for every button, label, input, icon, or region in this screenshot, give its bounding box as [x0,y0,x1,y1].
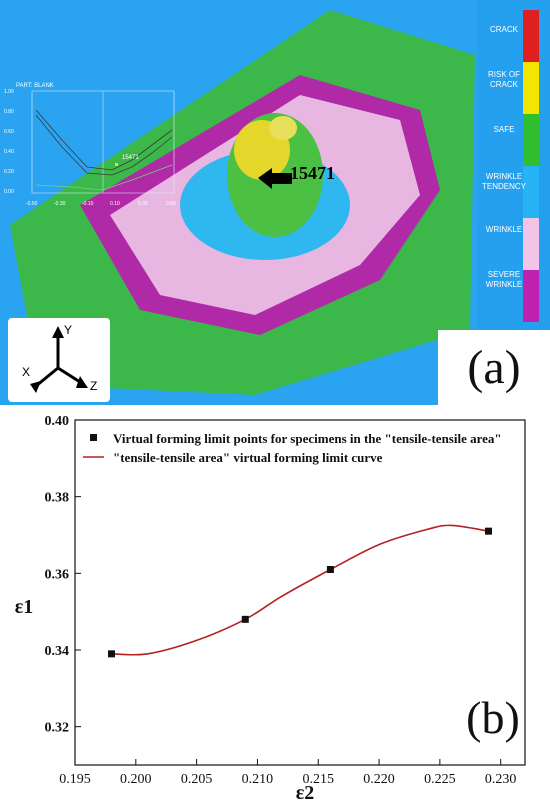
legend-label: CRACK [489,25,518,34]
legend-swatch [523,218,539,270]
data-point [485,527,493,535]
legend-swatch [523,166,539,218]
x-tick-label: 0.195 [59,772,91,787]
legend-label: WRINKLE TENDENCY [481,172,526,191]
legend-swatch [523,10,539,62]
x-tick-label: 0.205 [181,772,213,787]
flc-curve [111,524,489,656]
flc-chart: 0.195 0.200 0.205 0.210 0.215 0.220 0.225 0.230… [15,414,526,804]
inset-ytick-label: 0.00 [4,189,14,195]
inset-xtick-label: -0.50 [26,201,38,207]
inset-ytick-label: 1.00 [4,89,14,95]
callout-arrow [258,168,292,189]
legend-marker-points [90,434,97,441]
forming-simulation-panel: PART: BLANK 1.00 0.80 0.60 0.40 0.20 0.00 -0.… [0,0,550,405]
legend-label: SAFE [493,125,515,134]
data-point [241,615,249,623]
inset-ytick-label: 0.20 [4,169,14,175]
x-axis-label: ε2 [296,782,315,804]
legend-label: WRINKLE [485,225,523,234]
axis-z-label: Z [90,379,97,393]
inset-xtick-label: 0.30 [138,201,148,207]
inset-point-label: 15471 [122,155,139,161]
inset-title: PART: BLANK [16,83,54,89]
inset-xtick-label: 0.10 [110,201,120,207]
axes-orientation-icon: Y X Z [8,318,110,402]
y-tick-label: 0.36 [45,567,70,582]
x-tick-label: 0.230 [485,772,517,787]
inset-ytick-label: 0.40 [4,149,14,155]
inset-xtick-label: -0.10 [82,201,94,207]
x-tick-label: 0.200 [120,772,152,787]
data-point [107,650,115,658]
plot-frame [74,419,526,766]
x-tick-label: 0.210 [242,772,274,787]
y-tick-label: 0.40 [45,414,70,429]
y-axis-label: ε1 [15,596,34,618]
inset-ytick-label: 0.80 [4,109,14,115]
x-tick-label: 0.215 [302,772,334,787]
inset-flc-line [35,109,173,171]
legend-swatch [523,270,539,322]
panel-b-label: (b) [466,692,520,743]
legend-swatch [523,114,539,166]
axis-y-label: Y [64,323,72,337]
y-tick-label: 0.38 [45,491,70,506]
callout-label: 15471 [290,163,335,183]
x-tick-label: 0.225 [424,772,456,787]
legend-label-curve: "tensile-tensile area" virtual forming l… [113,450,383,465]
panel-a-label: (a) [438,330,550,405]
y-tick-label: 0.32 [45,721,70,736]
data-point [326,566,334,573]
y-tick-label: 0.34 [45,644,70,659]
inset-xtick-label: -0.30 [54,201,66,207]
legend-swatch [523,62,539,114]
flc-inset-plot: PART: BLANK 1.00 0.80 0.60 0.40 0.20 0.00 -0.… [4,83,176,207]
legend-label-points: Virtual forming limit points for specime… [113,431,502,446]
x-tick-label: 0.220 [363,772,395,787]
blank-contour-plot [10,10,475,395]
inset-point [115,163,118,166]
inset-ytick-label: 0.60 [4,129,14,135]
legend-label: RISK OF CRACK [487,70,520,89]
inset-xtick-label: 0.50 [166,201,176,207]
axis-x-label: X [22,365,30,379]
legend-label: SEVERE WRINKLE [485,270,523,289]
